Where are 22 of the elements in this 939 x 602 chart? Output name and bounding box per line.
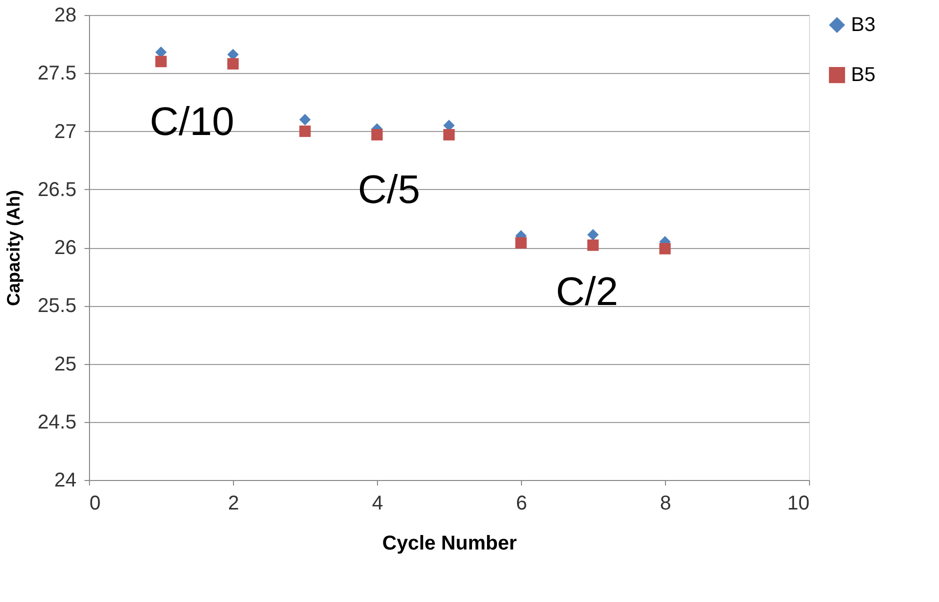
y-tick-label: 28	[54, 4, 76, 26]
y-tick-label: 24.5	[38, 411, 76, 434]
y-tick-label: 26.5	[38, 178, 76, 201]
y-tick-label: 27.5	[38, 62, 76, 85]
annotation: C/5	[358, 168, 420, 212]
y-tick-label: 25.5	[38, 295, 76, 318]
y-tick-label: 25	[54, 353, 76, 376]
x-tick-label: 10	[787, 492, 810, 514]
x-tick-label: 6	[516, 492, 528, 514]
y-tick-label: 26	[54, 237, 76, 259]
y-axis-title: Capacity (Ah)	[4, 190, 24, 306]
x-tick-label: 2	[228, 492, 240, 514]
x-tick-label: 4	[372, 492, 384, 514]
y-tick-label: 24	[54, 470, 76, 492]
annotation: C/2	[556, 270, 618, 314]
annotation: C/10	[150, 100, 234, 144]
x-tick-label: 8	[660, 492, 672, 514]
y-tick-label: 27	[54, 120, 76, 143]
x-axis-title: Cycle Number	[382, 532, 517, 554]
legend-label: B5	[851, 64, 876, 86]
x-tick-label: 0	[90, 492, 101, 514]
legend-label: B3	[851, 14, 876, 36]
